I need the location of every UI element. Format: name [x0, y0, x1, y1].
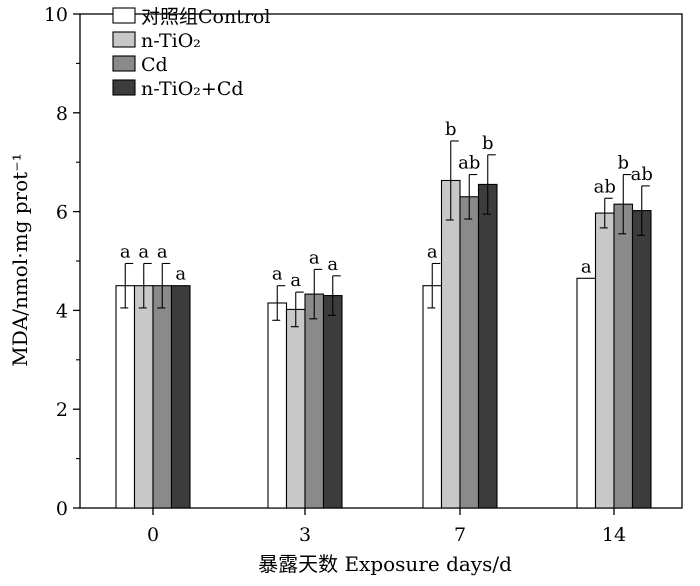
- bar: [576, 277, 597, 509]
- x-axis-title: 暴露天数 Exposure days/d: [258, 552, 512, 576]
- significance-letter: b: [482, 133, 494, 154]
- significance-letter: a: [327, 254, 338, 275]
- y-tick-label: 4: [56, 300, 68, 322]
- significance-letter: a: [157, 241, 168, 262]
- significance-letter: ab: [458, 153, 480, 174]
- significance-letter: a: [138, 241, 149, 262]
- bar: [304, 293, 325, 509]
- y-tick-label: 6: [56, 202, 68, 224]
- y-tick-label: 8: [56, 103, 68, 125]
- significance-letter: ab: [594, 176, 616, 197]
- x-tick-label: 3: [299, 524, 311, 546]
- bar: [477, 183, 498, 509]
- legend-swatch: [112, 79, 136, 96]
- x-tick-label: 7: [454, 524, 466, 546]
- legend-swatch: [112, 55, 136, 72]
- significance-letter: a: [427, 241, 438, 262]
- significance-letter: b: [445, 119, 457, 140]
- bar: [422, 285, 443, 509]
- significance-letter: a: [120, 241, 131, 262]
- significance-letter: a: [309, 247, 320, 268]
- bar: [285, 308, 306, 509]
- significance-letter: a: [581, 256, 592, 277]
- x-tick-label: 14: [602, 524, 626, 546]
- significance-letter: a: [290, 270, 301, 291]
- legend-label: n-TiO₂: [141, 30, 201, 52]
- bar: [152, 285, 173, 509]
- bar: [631, 210, 652, 509]
- legend-label: 对照组Control: [141, 6, 270, 28]
- significance-letter: b: [617, 153, 629, 174]
- significance-letter: a: [272, 264, 283, 285]
- y-axis-title: MDA/nmol·mg prot⁻¹: [8, 153, 32, 366]
- bar: [115, 285, 136, 509]
- x-tick-label: 0: [147, 524, 159, 546]
- legend-swatch: [112, 31, 136, 48]
- y-tick-label: 10: [44, 4, 68, 26]
- bar: [594, 212, 615, 509]
- significance-letter: ab: [631, 164, 653, 185]
- bar: [133, 285, 154, 509]
- significance-letter: a: [175, 264, 186, 285]
- bar: [459, 196, 480, 509]
- legend-label: n-TiO₂+Cd: [141, 78, 244, 100]
- bar: [267, 302, 288, 509]
- y-tick-label: 2: [56, 399, 68, 421]
- bar: [170, 285, 191, 509]
- bar: [440, 179, 461, 509]
- bar: [322, 295, 343, 509]
- legend-label: Cd: [141, 54, 168, 76]
- y-tick-label: 0: [56, 498, 68, 520]
- legend-swatch: [112, 7, 136, 24]
- bar: [613, 203, 634, 509]
